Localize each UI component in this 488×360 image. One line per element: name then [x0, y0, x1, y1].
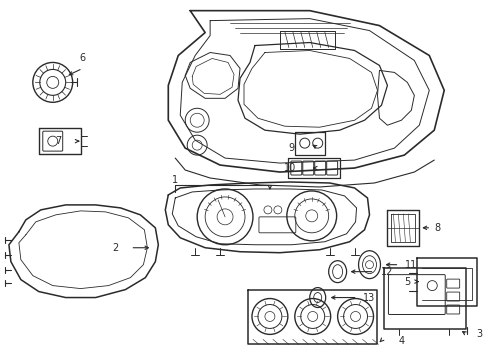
Text: 11: 11	[405, 260, 417, 270]
Text: 10: 10	[283, 163, 295, 173]
Text: 7: 7	[56, 136, 61, 146]
Text: 1: 1	[172, 175, 178, 185]
Text: 8: 8	[433, 223, 439, 233]
Text: 4: 4	[398, 336, 404, 346]
Text: 5: 5	[404, 276, 409, 287]
Text: 9: 9	[288, 143, 294, 153]
Text: 13: 13	[363, 293, 375, 302]
Text: 12: 12	[381, 267, 393, 276]
Text: 2: 2	[112, 243, 119, 253]
Text: 3: 3	[475, 329, 481, 339]
Text: 6: 6	[80, 54, 85, 63]
